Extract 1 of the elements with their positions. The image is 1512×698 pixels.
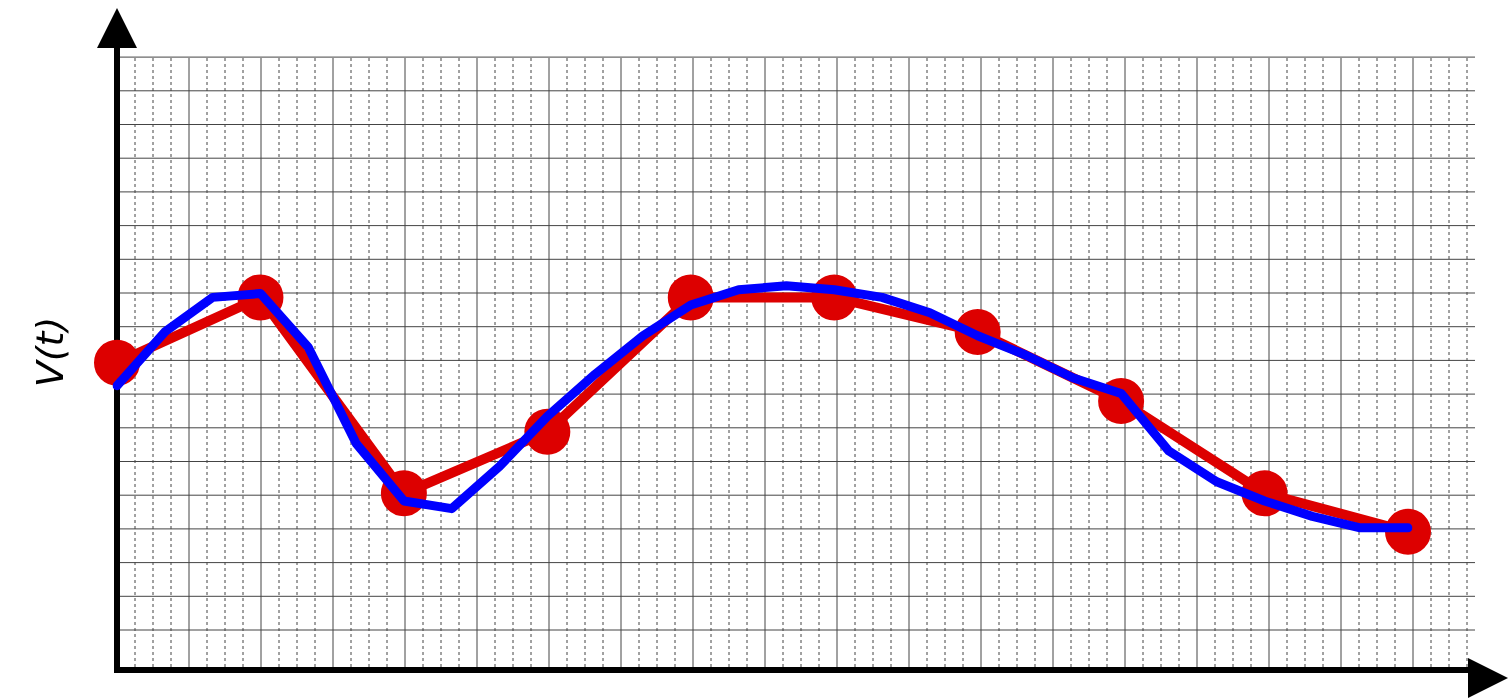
y-axis-title: V(t): [28, 315, 72, 390]
